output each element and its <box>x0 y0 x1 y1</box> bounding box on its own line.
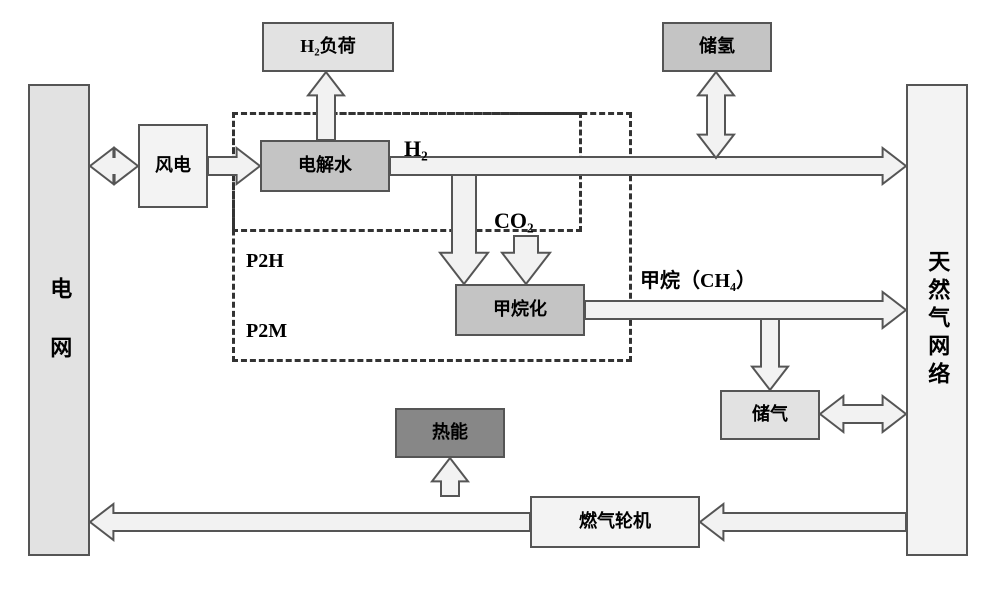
node-methanation: 甲烷化 <box>455 284 585 336</box>
label-methanation: 甲烷化 <box>493 298 547 321</box>
label-heat: 热能 <box>432 421 468 444</box>
node-h2-load: H₂负荷 <box>262 22 394 72</box>
label-gas-network: 天然气网络 <box>923 250 952 390</box>
node-gas-turbine: 燃气轮机 <box>530 496 700 548</box>
node-electrolysis: 电解水 <box>260 140 390 192</box>
node-power-grid: 电 网 <box>28 84 90 556</box>
label-wind-power: 风电 <box>155 154 191 177</box>
label-methane: 甲烷（CH₄） <box>640 264 756 293</box>
label-h2-load: H₂负荷 <box>300 35 355 58</box>
label-h2-flow: H₂ <box>404 136 428 162</box>
label-p2h: P2H <box>246 250 284 273</box>
node-h2-storage: 储氢 <box>662 22 772 72</box>
node-gas-storage: 储气 <box>720 390 820 440</box>
label-gas-turbine: 燃气轮机 <box>579 510 651 533</box>
diagram-stage: 电 网 风电 H₂负荷 电解水 甲烷化 储氢 热能 储气 燃气轮机 天然气网络 … <box>0 0 1000 605</box>
node-gas-network: 天然气网络 <box>906 84 968 556</box>
label-h2-storage: 储氢 <box>699 35 735 58</box>
label-co2: CO₂ <box>494 208 534 234</box>
label-electrolysis: 电解水 <box>298 154 352 177</box>
node-heat: 热能 <box>395 408 505 458</box>
label-power-grid: 电 网 <box>45 277 74 364</box>
node-wind-power: 风电 <box>138 124 208 208</box>
label-p2m: P2M <box>246 320 287 343</box>
label-gas-storage: 储气 <box>752 403 788 426</box>
